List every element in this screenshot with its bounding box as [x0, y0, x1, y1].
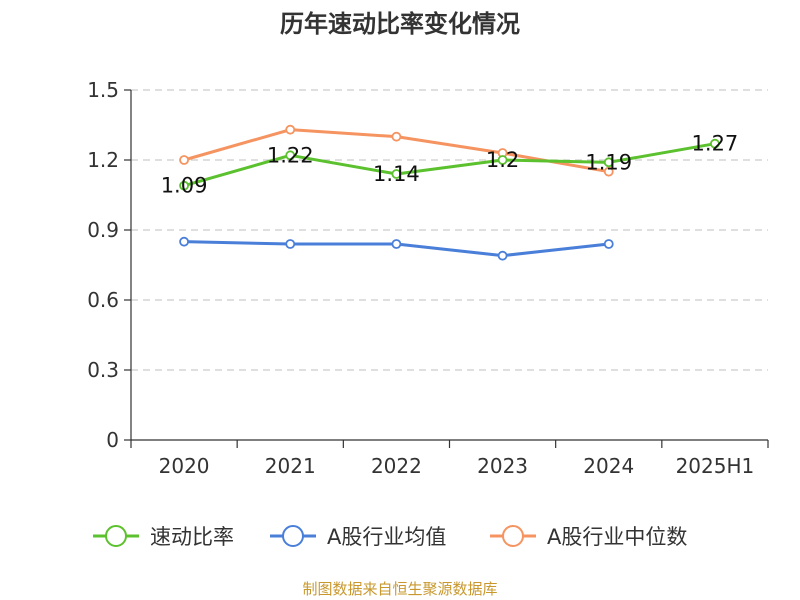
data-point [497, 250, 508, 261]
data-point [603, 157, 614, 168]
y-tick-label: 0.9 [87, 218, 119, 242]
legend-label: 速动比率 [150, 525, 234, 549]
x-tick-label: 2020 [159, 454, 210, 478]
data-point [603, 166, 614, 177]
data-point [179, 155, 189, 165]
x-tick-label: 2022 [371, 454, 422, 478]
x-tick-label: 2025H1 [676, 454, 755, 478]
series-line [183, 142, 716, 188]
data-point [391, 131, 402, 142]
data-label: 1.22 [267, 143, 314, 167]
legend-label: A股行业均值 [327, 525, 446, 549]
source-note: 制图数据来自恒生聚源数据库 [302, 580, 497, 598]
data-point [179, 236, 189, 247]
data-label: 1.27 [692, 132, 739, 156]
data-point [603, 239, 614, 249]
legend-swatch-marker [502, 525, 524, 547]
data-point [179, 180, 189, 191]
data-label: 1.2 [486, 148, 519, 172]
data-point [285, 124, 296, 135]
data-labels: 1.09 1.22 1.14 1.2 1.19 1.27 [161, 132, 739, 198]
y-tick-label: 0.3 [87, 358, 119, 382]
data-point [285, 239, 296, 249]
x-tick-label: 2023 [477, 454, 528, 478]
y-tick-label: 0.6 [87, 288, 119, 312]
data-point [285, 150, 296, 161]
chart-title: 历年速动比率变化情况 [280, 10, 520, 38]
series-group [179, 124, 720, 261]
x-tick-label: 2024 [583, 454, 634, 478]
data-point [497, 155, 508, 165]
legend-swatch-marker [282, 525, 304, 547]
legend-swatch-marker [105, 525, 127, 547]
y-tick-label: 1.5 [87, 78, 119, 102]
data-label: 1.14 [373, 162, 420, 186]
x-tick-label: 2021 [265, 454, 316, 478]
data-label: 1.19 [585, 150, 632, 174]
data-point [710, 138, 720, 149]
grid-lines [131, 89, 768, 371]
y-tick-label: 1.2 [87, 148, 119, 172]
legend-label: A股行业中位数 [547, 525, 687, 549]
axes: 0 0.3 0.6 0.9 1.2 1.5 2020 2021 2022 2023 2024 2025… [87, 78, 769, 478]
legend: 速动比率 A股行业均值 A股行业中位数 [93, 525, 687, 549]
y-tick-label: 0 [106, 428, 119, 452]
data-point [391, 239, 402, 249]
data-point [391, 169, 402, 179]
data-label: 1.09 [161, 174, 208, 198]
